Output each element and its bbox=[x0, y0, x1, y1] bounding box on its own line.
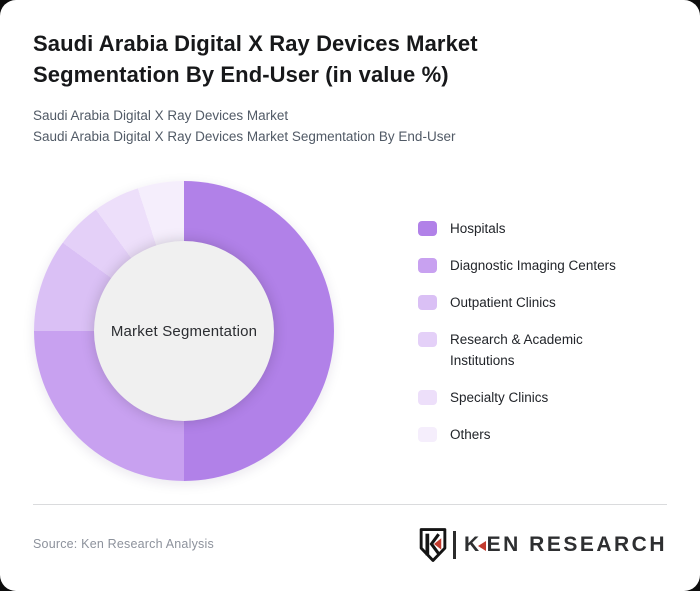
legend-label: Diagnostic Imaging Centers bbox=[450, 258, 616, 273]
legend-item: Outpatient Clinics bbox=[418, 292, 642, 313]
legend-label: Hospitals bbox=[450, 221, 506, 236]
legend-item: Hospitals bbox=[418, 218, 642, 239]
legend-swatch bbox=[418, 390, 437, 405]
legend-label: Outpatient Clinics bbox=[450, 295, 556, 310]
logo-text-rest: EN RESEARCH bbox=[486, 533, 667, 556]
legend-swatch bbox=[418, 258, 437, 273]
subtitle-line-2: Saudi Arabia Digital X Ray Devices Marke… bbox=[33, 129, 456, 144]
logo-wordmark: K EN RESEARCH bbox=[464, 533, 667, 557]
legend-swatch bbox=[418, 295, 437, 310]
legend-label: Specialty Clinics bbox=[450, 390, 549, 405]
donut-chart: Market Segmentation bbox=[34, 181, 334, 481]
legend-swatch bbox=[418, 332, 437, 347]
source-text: Source: Ken Research Analysis bbox=[33, 537, 214, 551]
page-title: Saudi Arabia Digital X Ray Devices Marke… bbox=[33, 31, 478, 87]
footer-divider bbox=[33, 504, 667, 505]
legend-label: Research & Academic Institutions bbox=[450, 332, 583, 368]
legend-swatch bbox=[418, 221, 437, 236]
subtitle-block: Saudi Arabia Digital X Ray Devices Marke… bbox=[33, 105, 455, 147]
ken-research-shield-icon bbox=[419, 528, 447, 562]
donut-center: Market Segmentation bbox=[94, 241, 274, 421]
logo-red-triangle-icon bbox=[477, 541, 486, 551]
donut-center-label: Market Segmentation bbox=[110, 322, 258, 340]
legend-item: Others bbox=[418, 424, 642, 445]
legend-swatch bbox=[418, 427, 437, 442]
legend-label: Others bbox=[450, 427, 491, 442]
subtitle-line-1: Saudi Arabia Digital X Ray Devices Marke… bbox=[33, 108, 289, 123]
chart-legend: Hospitals Diagnostic Imaging Centers Outpa… bbox=[418, 218, 642, 461]
legend-item: Diagnostic Imaging Centers bbox=[418, 255, 642, 276]
logo-letter-k: K bbox=[463, 533, 482, 556]
logo-separator bbox=[452, 531, 456, 559]
legend-item: Research & Academic Institutions bbox=[418, 329, 642, 371]
legend-item: Specialty Clinics bbox=[418, 387, 642, 408]
ken-research-logo: K EN RESEARCH bbox=[419, 527, 667, 563]
